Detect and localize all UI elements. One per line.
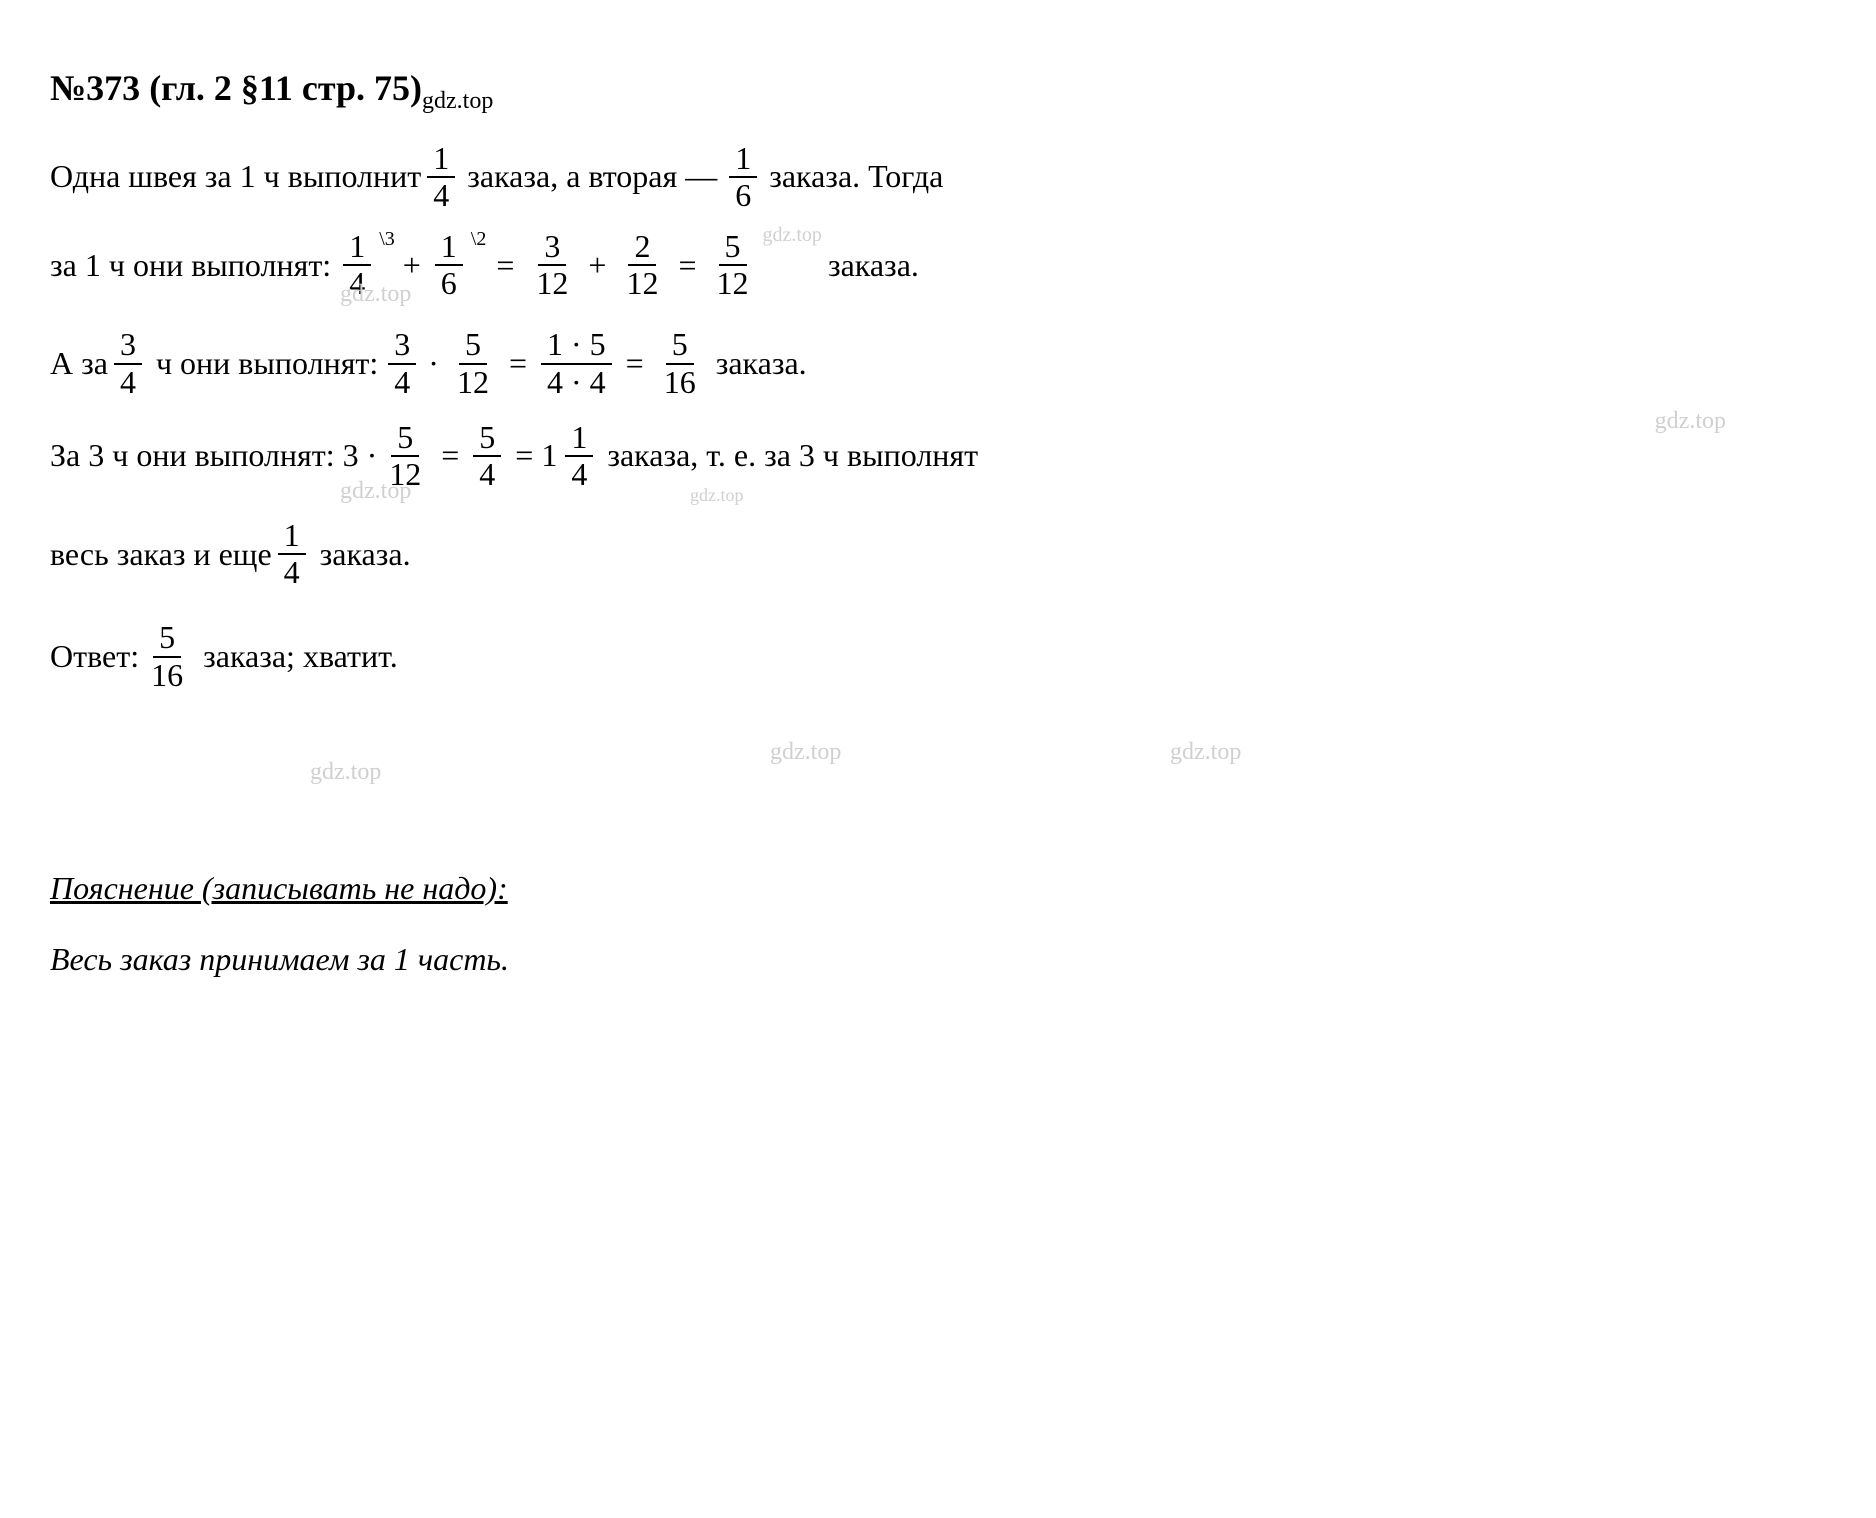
text: = — [496, 240, 514, 291]
denominator: 12 — [451, 365, 495, 400]
numerator: 1 — [427, 141, 455, 178]
denominator: 4 — [114, 365, 142, 400]
fraction: 3 4 — [114, 327, 142, 399]
text: = — [626, 338, 644, 389]
heading-sub: gdz.top — [422, 88, 493, 114]
denominator: 4 — [388, 365, 416, 400]
denominator: 4 · 4 — [541, 365, 612, 400]
watermark: gdz.top — [770, 733, 841, 771]
mixed-fraction: 1 1 4 — [541, 420, 599, 492]
heading-ref: (гл. 2 §11 стр. 75) — [149, 68, 422, 108]
fraction: 1 4 — [427, 141, 455, 213]
fraction: 2 12 — [620, 229, 664, 301]
text: = — [509, 338, 527, 389]
fraction: 1 6 — [729, 141, 757, 213]
text: А за — [50, 338, 108, 389]
line-1: Одна швея за 1 ч выполнит 1 4 заказа, а … — [50, 141, 1826, 213]
watermark-row: gdz.top gdz.top gdz.top — [50, 753, 1826, 803]
whole: 1 — [541, 430, 557, 481]
text: = — [515, 430, 533, 481]
numerator: 5 — [459, 327, 487, 364]
denominator: 4 — [427, 178, 455, 213]
line-4: За 3 ч они выполнят: 3 · 5 12 = 5 4 = 1 … — [50, 420, 1826, 492]
heading: №373 (гл. 2 §11 стр. 75)gdz.top — [50, 60, 1826, 121]
denominator: 16 — [658, 365, 702, 400]
watermark: gdz.top — [1655, 402, 1726, 440]
numerator: 2 — [628, 229, 656, 266]
fraction: 1 4 — [278, 518, 306, 590]
explain-title: Пояснение (записывать не надо): — [50, 863, 1826, 914]
text: заказа, а вторая — — [467, 151, 717, 202]
superscript: \3 — [379, 223, 395, 255]
line-2: за 1 ч они выполнят: 1 4 \3 + 1 6 \2 = 3… — [50, 229, 1826, 301]
fraction: 5 16 — [145, 620, 189, 692]
numerator: 3 — [114, 327, 142, 364]
line-5: весь заказ и еще 1 4 заказа. — [50, 518, 1826, 590]
text: ч они выполнят: — [156, 338, 378, 389]
watermark: gdz.top — [1170, 733, 1241, 771]
numerator: 5 — [391, 420, 419, 457]
text: За 3 ч они выполнят: 3 · — [50, 430, 377, 481]
watermark: gdz.top — [340, 275, 411, 313]
text: заказа; хватит. — [203, 631, 398, 682]
fraction: 5 12 — [451, 327, 495, 399]
watermark-sup: gdz.top — [763, 219, 822, 251]
denominator: 16 — [145, 658, 189, 693]
denominator: 12 — [530, 266, 574, 301]
text: заказа. Тогда — [769, 151, 943, 202]
denominator: 4 — [278, 555, 306, 590]
fraction: 1 4 — [565, 420, 593, 492]
denominator: 6 — [729, 178, 757, 213]
numerator: 3 — [388, 327, 416, 364]
numerator: 1 — [565, 420, 593, 457]
numerator: 1 — [435, 229, 463, 266]
text: заказа, т. е. за 3 ч выполнят — [607, 430, 978, 481]
superscript: \2 — [471, 223, 487, 255]
heading-number: №373 — [50, 68, 140, 108]
text: + — [588, 240, 606, 291]
text: = — [678, 240, 696, 291]
numerator: 3 — [538, 229, 566, 266]
text: весь заказ и еще — [50, 529, 272, 580]
text: заказа. — [320, 529, 411, 580]
answer-line: Ответ: 5 16 заказа; хватит. — [50, 620, 1826, 692]
line-3: А за 3 4 ч они выполнят: 3 4 · 5 12 = 1 … — [50, 327, 1826, 399]
fraction: 1 · 5 4 · 4 — [541, 327, 612, 399]
text: Ответ: — [50, 631, 139, 682]
numerator: 5 — [153, 620, 181, 657]
denominator: 4 — [565, 457, 593, 492]
numerator: 1 — [729, 141, 757, 178]
text: · — [428, 338, 439, 389]
numerator: 5 — [666, 327, 694, 364]
denominator: 12 — [711, 266, 755, 301]
explain-body: Весь заказ принимаем за 1 часть. — [50, 934, 1826, 985]
text: за 1 ч они выполнят: — [50, 240, 331, 291]
fraction: 5 12 — [711, 229, 755, 301]
text: заказа. — [828, 240, 919, 291]
watermark: gdz.top — [310, 753, 381, 791]
fraction: 1 6 — [435, 229, 463, 301]
text: заказа. — [716, 338, 807, 389]
denominator: 12 — [620, 266, 664, 301]
fraction: 3 4 — [388, 327, 416, 399]
fraction: 5 16 — [658, 327, 702, 399]
numerator: 1 — [278, 518, 306, 555]
watermark: gdz.top — [690, 481, 744, 510]
numerator: 1 — [343, 229, 371, 266]
fraction: 3 12 — [530, 229, 574, 301]
denominator: 4 — [473, 457, 501, 492]
text: = — [441, 430, 459, 481]
numerator: 1 · 5 — [541, 327, 612, 364]
fraction: 5 4 — [473, 420, 501, 492]
watermark: gdz.top — [340, 472, 411, 510]
numerator: 5 — [473, 420, 501, 457]
numerator: 5 — [719, 229, 747, 266]
denominator: 6 — [435, 266, 463, 301]
text: Одна швея за 1 ч выполнит — [50, 151, 421, 202]
